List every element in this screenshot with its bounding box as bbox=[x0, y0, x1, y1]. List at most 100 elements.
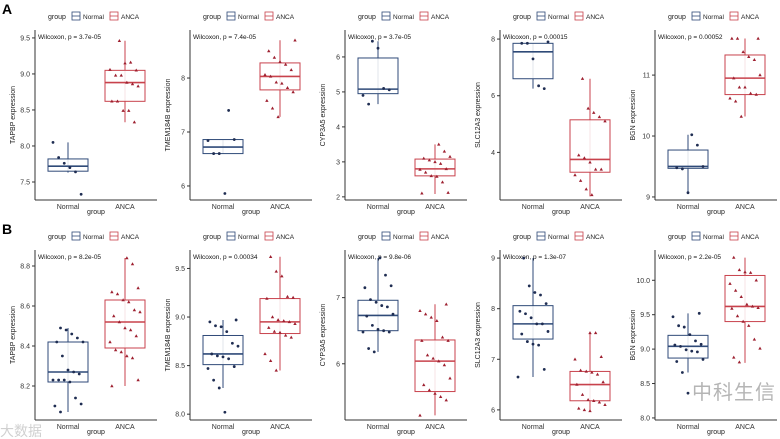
data-point-anca bbox=[750, 304, 755, 308]
data-point-anca bbox=[263, 72, 267, 76]
data-point-anca bbox=[728, 281, 732, 285]
data-point-normal bbox=[62, 378, 66, 382]
data-point-anca bbox=[754, 92, 758, 96]
data-point-anca bbox=[739, 295, 743, 299]
y-tick-label: 4 bbox=[336, 124, 340, 131]
data-point-normal bbox=[232, 365, 236, 368]
data-point-anca bbox=[108, 67, 112, 71]
y-tick-label: 8 bbox=[491, 306, 495, 313]
data-point-anca bbox=[578, 368, 583, 372]
wilcoxon-p-label: Wilcoxon, p = 3.7e-05 bbox=[348, 34, 411, 41]
data-point-anca bbox=[125, 80, 129, 84]
data-point-anca bbox=[590, 370, 594, 374]
data-point-anca bbox=[444, 302, 448, 306]
y-tick-label: 9.5 bbox=[640, 312, 650, 319]
y-tick-label: 9.5 bbox=[20, 35, 30, 42]
data-point-normal bbox=[680, 371, 684, 374]
legend-label: Normal bbox=[238, 14, 260, 21]
x-tick-label: ANCA bbox=[580, 204, 600, 211]
data-point-normal bbox=[385, 305, 389, 309]
legend-label: ANCA bbox=[276, 14, 295, 21]
y-tick-label: 11 bbox=[643, 73, 650, 80]
data-point-normal bbox=[59, 410, 62, 414]
data-point-normal bbox=[539, 293, 542, 297]
data-point-normal bbox=[374, 300, 378, 304]
data-point-normal bbox=[223, 192, 227, 195]
data-point-anca bbox=[435, 174, 439, 178]
y-axis-label: SLC12A3 expression bbox=[475, 82, 482, 148]
data-point-normal bbox=[694, 339, 697, 343]
box-anca bbox=[724, 54, 766, 96]
data-point-normal bbox=[520, 332, 524, 336]
legend-label: ANCA bbox=[431, 14, 450, 21]
data-point-anca bbox=[283, 333, 288, 337]
data-point-anca bbox=[601, 380, 605, 384]
data-point-anca bbox=[590, 193, 594, 197]
data-point-anca bbox=[134, 334, 138, 338]
box-normal bbox=[202, 334, 244, 366]
data-point-normal bbox=[361, 94, 365, 97]
data-point-normal bbox=[70, 332, 74, 336]
data-point-anca bbox=[113, 348, 118, 352]
legend-label: ANCA bbox=[276, 234, 295, 241]
data-point-normal bbox=[542, 368, 546, 371]
data-point-anca bbox=[136, 84, 140, 88]
data-point-anca bbox=[130, 356, 135, 360]
data-point-anca bbox=[586, 397, 590, 401]
data-point-anca bbox=[123, 326, 127, 330]
data-point-normal bbox=[68, 166, 72, 169]
data-point-anca bbox=[274, 269, 278, 273]
data-point-anca bbox=[588, 160, 592, 164]
data-point-normal bbox=[387, 330, 391, 334]
data-point-normal bbox=[544, 302, 548, 306]
x-tick-label: Normal bbox=[677, 424, 700, 431]
legend-label: Normal bbox=[83, 14, 105, 21]
y-tick-label: 8.5 bbox=[20, 107, 30, 114]
data-point-anca bbox=[422, 383, 426, 387]
data-point-anca bbox=[758, 73, 762, 77]
data-point-normal bbox=[367, 347, 371, 350]
data-point-anca bbox=[270, 106, 275, 110]
data-point-anca bbox=[603, 403, 607, 407]
x-tick-label: Normal bbox=[367, 424, 390, 431]
data-point-anca bbox=[127, 108, 131, 112]
data-point-normal bbox=[212, 152, 216, 155]
y-tick-label: 7.5 bbox=[20, 179, 30, 186]
data-point-anca bbox=[748, 270, 753, 274]
x-tick-label: ANCA bbox=[425, 204, 445, 211]
y-tick-label: 9.0 bbox=[20, 71, 30, 78]
data-point-anca bbox=[115, 99, 120, 103]
data-point-normal bbox=[367, 102, 371, 106]
y-axis-label: CYP3A5 expression bbox=[320, 84, 327, 147]
panel-cyp3a5-a: group Normal ANCA 2 3 4 5 6 CYP3A5 expression gro… bbox=[320, 11, 467, 216]
box-anca bbox=[259, 298, 301, 335]
x-tick-label: Normal bbox=[367, 204, 390, 211]
legend-title: group bbox=[48, 234, 66, 241]
y-axis-label: TAPBP expression bbox=[10, 306, 17, 364]
data-point-normal bbox=[210, 352, 214, 356]
data-point-anca bbox=[448, 376, 452, 380]
data-point-anca bbox=[739, 114, 743, 118]
legend-label: Normal bbox=[703, 14, 725, 21]
data-point-normal bbox=[686, 191, 690, 195]
data-point-normal bbox=[55, 340, 59, 344]
data-point-anca bbox=[425, 353, 430, 357]
data-point-normal bbox=[79, 192, 83, 196]
data-point-anca bbox=[287, 320, 292, 324]
data-point-normal bbox=[212, 378, 216, 382]
data-point-anca bbox=[117, 320, 122, 324]
y-tick-label: 9.0 bbox=[175, 315, 185, 322]
data-point-normal bbox=[684, 348, 688, 352]
data-point-normal bbox=[74, 396, 77, 400]
data-point-anca bbox=[737, 85, 742, 89]
data-point-anca bbox=[754, 278, 758, 282]
y-tick-label: 2 bbox=[336, 194, 340, 201]
data-point-normal bbox=[68, 380, 72, 384]
data-point-anca bbox=[586, 106, 590, 110]
legend-label: ANCA bbox=[121, 14, 140, 21]
data-point-anca bbox=[730, 306, 734, 310]
data-point-anca bbox=[433, 391, 437, 395]
legend-title: group bbox=[513, 14, 531, 21]
data-point-anca bbox=[743, 85, 747, 89]
